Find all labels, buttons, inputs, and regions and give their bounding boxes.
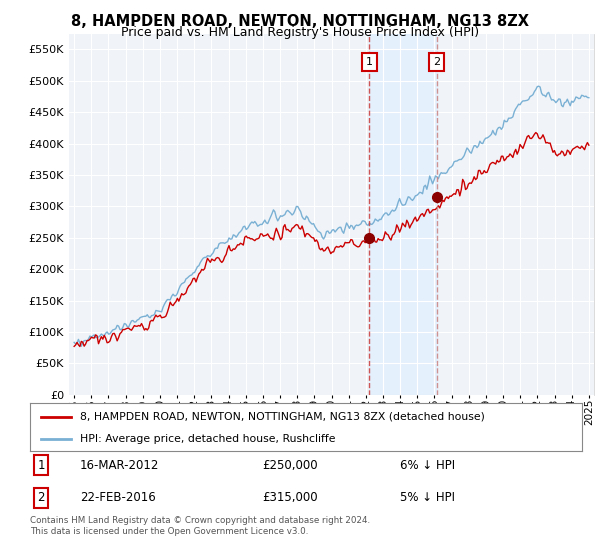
Text: £250,000: £250,000 bbox=[262, 459, 317, 472]
Text: Contains HM Land Registry data © Crown copyright and database right 2024.
This d: Contains HM Land Registry data © Crown c… bbox=[30, 516, 370, 536]
Text: 8, HAMPDEN ROAD, NEWTON, NOTTINGHAM, NG13 8ZX: 8, HAMPDEN ROAD, NEWTON, NOTTINGHAM, NG1… bbox=[71, 14, 529, 29]
Text: Price paid vs. HM Land Registry's House Price Index (HPI): Price paid vs. HM Land Registry's House … bbox=[121, 26, 479, 39]
Text: 2: 2 bbox=[37, 491, 45, 504]
Text: £315,000: £315,000 bbox=[262, 491, 317, 504]
Text: 22-FEB-2016: 22-FEB-2016 bbox=[80, 491, 155, 504]
Text: 1: 1 bbox=[366, 57, 373, 67]
Bar bbox=[370, 34, 437, 395]
Text: 1: 1 bbox=[37, 459, 45, 472]
Text: HPI: Average price, detached house, Rushcliffe: HPI: Average price, detached house, Rush… bbox=[80, 434, 335, 444]
Text: 2: 2 bbox=[433, 57, 440, 67]
Text: 5% ↓ HPI: 5% ↓ HPI bbox=[400, 491, 455, 504]
Text: 8, HAMPDEN ROAD, NEWTON, NOTTINGHAM, NG13 8ZX (detached house): 8, HAMPDEN ROAD, NEWTON, NOTTINGHAM, NG1… bbox=[80, 412, 485, 422]
Text: 6% ↓ HPI: 6% ↓ HPI bbox=[400, 459, 455, 472]
Text: 16-MAR-2012: 16-MAR-2012 bbox=[80, 459, 159, 472]
